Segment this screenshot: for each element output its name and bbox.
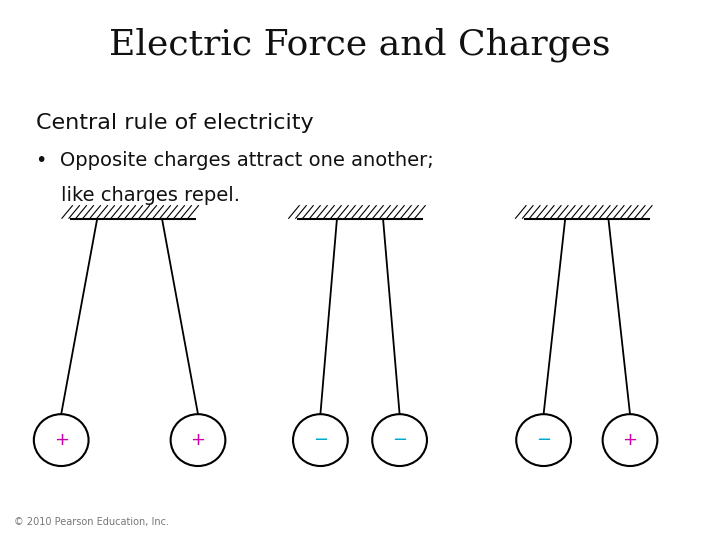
Text: +: +	[623, 431, 637, 449]
Ellipse shape	[171, 414, 225, 466]
Text: Central rule of electricity: Central rule of electricity	[36, 113, 314, 133]
Text: like charges repel.: like charges repel.	[36, 186, 240, 205]
Text: Electric Force and Charges: Electric Force and Charges	[109, 27, 611, 62]
Text: +: +	[191, 431, 205, 449]
Text: +: +	[54, 431, 68, 449]
Ellipse shape	[293, 414, 348, 466]
Ellipse shape	[34, 414, 89, 466]
Ellipse shape	[372, 414, 427, 466]
Text: −: −	[392, 431, 408, 449]
Text: © 2010 Pearson Education, Inc.: © 2010 Pearson Education, Inc.	[14, 516, 169, 526]
Ellipse shape	[603, 414, 657, 466]
Text: −: −	[312, 431, 328, 449]
Text: −: −	[536, 431, 552, 449]
Ellipse shape	[516, 414, 571, 466]
Text: •  Opposite charges attract one another;: • Opposite charges attract one another;	[36, 151, 433, 170]
